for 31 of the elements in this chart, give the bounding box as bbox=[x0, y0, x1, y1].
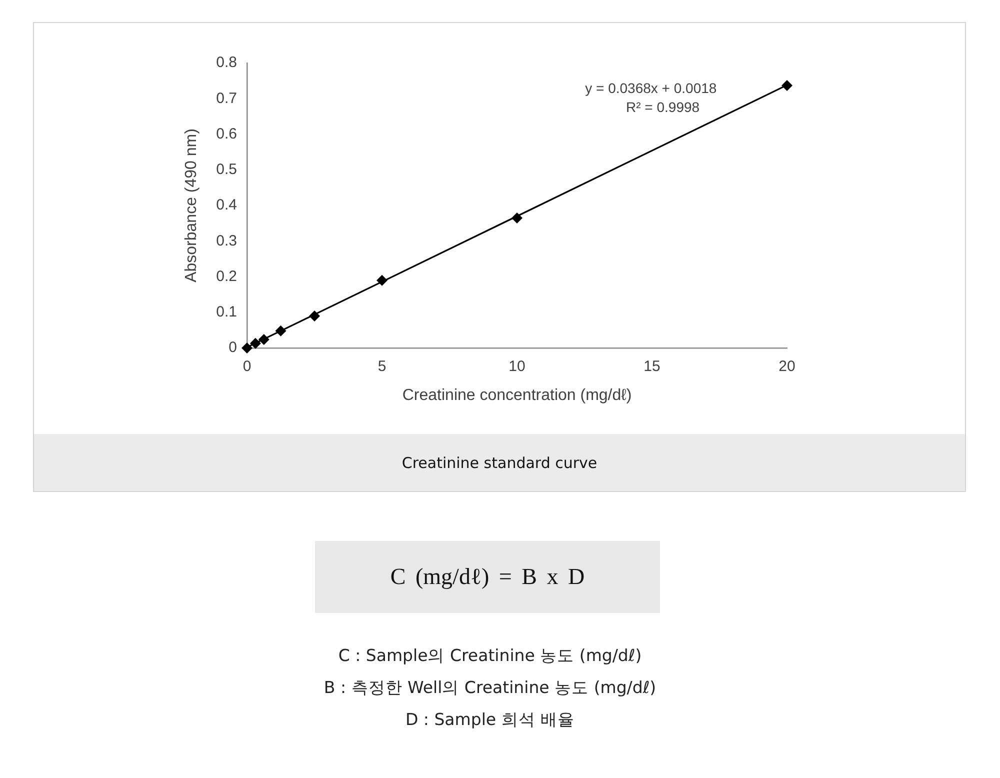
text: Creatinine standard curve bbox=[34, 434, 965, 491]
y-axis-title: Absorbance (490 nm) bbox=[183, 128, 200, 282]
x-tick-label: 10 bbox=[508, 358, 526, 376]
annotation: y = 0.0368x + 0.0018 bbox=[585, 80, 717, 96]
point bbox=[275, 325, 286, 336]
y-tick-label: 0.8 bbox=[216, 54, 237, 72]
point bbox=[258, 334, 270, 345]
point bbox=[309, 310, 320, 322]
text: D : Sample 희석 배율 bbox=[404, 709, 576, 731]
text: C : Sample의 Creatinine 농도 (mg/dℓ) bbox=[337, 645, 643, 667]
x-tick-label: 5 bbox=[378, 358, 386, 376]
point bbox=[250, 338, 261, 349]
x-tick-label: 15 bbox=[644, 358, 660, 376]
y-tick-label: 0.2 bbox=[216, 268, 237, 285]
x-tick-label: 20 bbox=[778, 358, 796, 376]
y-tick-label: 0.4 bbox=[216, 196, 237, 214]
y-tick-label: 0.1 bbox=[216, 304, 237, 321]
x-tick-label: 0 bbox=[242, 358, 252, 376]
point bbox=[242, 342, 252, 354]
y-tick-label: 0.7 bbox=[216, 90, 237, 107]
y-tick-label: 0.6 bbox=[216, 125, 237, 142]
text: B : 측정한 Well의 Creatinine 농도 (mg/dℓ) bbox=[322, 677, 658, 699]
point bbox=[376, 274, 388, 286]
text: C (mg/dℓ) = B x D bbox=[315, 541, 660, 613]
y-tick-label: 0.5 bbox=[216, 161, 237, 178]
annotation: R² = 0.9998 bbox=[626, 98, 700, 115]
y-tick-label: 0 bbox=[228, 339, 237, 356]
y-tick-label: 0.3 bbox=[216, 232, 237, 250]
point bbox=[782, 80, 792, 91]
point bbox=[512, 212, 522, 224]
x-axis-title: Creatinine concentration (mg/dℓ) bbox=[402, 386, 632, 404]
